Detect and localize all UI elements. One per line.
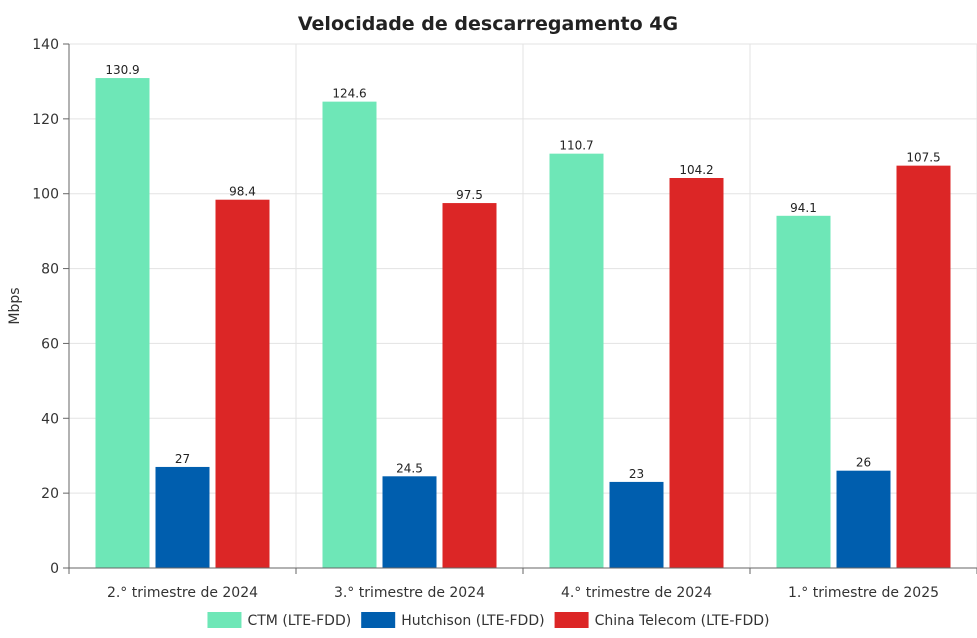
bar[interactable] — [669, 177, 724, 568]
bar[interactable] — [95, 78, 150, 568]
x-category-label: 3.° trimestre de 2024 — [334, 585, 485, 601]
legend-item[interactable]: Hutchison (LTE-FDD) — [361, 612, 545, 629]
bar-value-label: 104.2 — [679, 163, 713, 177]
bar-value-label: 26 — [856, 456, 871, 470]
bar-value-label: 24.5 — [396, 461, 423, 475]
legend-item[interactable]: CTM (LTE-FDD) — [207, 612, 351, 629]
legend-label: CTM (LTE-FDD) — [247, 613, 351, 629]
bar[interactable] — [836, 470, 891, 568]
y-tick-label: 60 — [41, 336, 59, 352]
data-labels-layer: 130.9 27 98.4 124.6 24.5 97.5 110.7 23 104.2 94.1… — [105, 63, 940, 481]
y-tick-label: 100 — [32, 187, 59, 203]
bar-value-label: 23 — [629, 467, 644, 481]
bar[interactable] — [442, 203, 497, 569]
legend-label: Hutchison (LTE-FDD) — [401, 613, 544, 629]
bar-value-label: 110.7 — [559, 139, 593, 153]
bar[interactable] — [776, 215, 831, 568]
bar[interactable] — [155, 466, 210, 568]
axis-layer: 0 20 40 60 80 100 120 140 2.° trimestre de 2024 3… — [32, 37, 977, 601]
bar-value-label: 107.5 — [906, 151, 940, 165]
bar[interactable] — [896, 165, 951, 568]
bar-value-label: 97.5 — [456, 188, 483, 202]
bar-value-label: 98.4 — [229, 185, 256, 199]
bar-value-label: 94.1 — [790, 201, 817, 215]
legend-swatch — [361, 612, 396, 628]
bar[interactable] — [382, 476, 437, 568]
legend-swatch — [554, 612, 589, 628]
bar-value-label: 27 — [175, 452, 190, 466]
legend[interactable]: CTM (LTE-FDD) Hutchison (LTE-FDD) China Te… — [207, 612, 770, 629]
bar-value-label: 124.6 — [332, 87, 366, 101]
x-category-label: 2.° trimestre de 2024 — [107, 585, 258, 601]
x-category-label: 1.° trimestre de 2025 — [788, 585, 939, 601]
y-axis-title: Mbps — [7, 287, 23, 324]
y-tick-label: 0 — [50, 561, 59, 577]
y-tick-label: 40 — [41, 411, 59, 427]
chart-title: Velocidade de descarregamento 4G — [298, 13, 678, 35]
y-tick-label: 80 — [41, 262, 59, 278]
legend-swatch — [207, 612, 242, 628]
y-tick-label: 120 — [32, 112, 59, 128]
legend-item[interactable]: China Telecom (LTE-FDD) — [554, 612, 770, 629]
legend-label: China Telecom (LTE-FDD) — [595, 613, 770, 629]
bar[interactable] — [322, 101, 377, 568]
bar-value-label: 130.9 — [105, 63, 139, 77]
y-tick-label: 140 — [32, 37, 59, 53]
bar[interactable] — [215, 199, 270, 568]
x-category-label: 4.° trimestre de 2024 — [561, 585, 712, 601]
bar[interactable] — [549, 153, 604, 568]
bar[interactable] — [609, 481, 664, 568]
y-tick-label: 20 — [41, 486, 59, 502]
bars-layer — [95, 78, 951, 569]
